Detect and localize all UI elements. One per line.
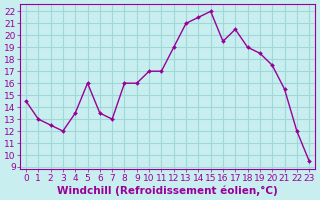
X-axis label: Windchill (Refroidissement éolien,°C): Windchill (Refroidissement éolien,°C): [57, 185, 278, 196]
